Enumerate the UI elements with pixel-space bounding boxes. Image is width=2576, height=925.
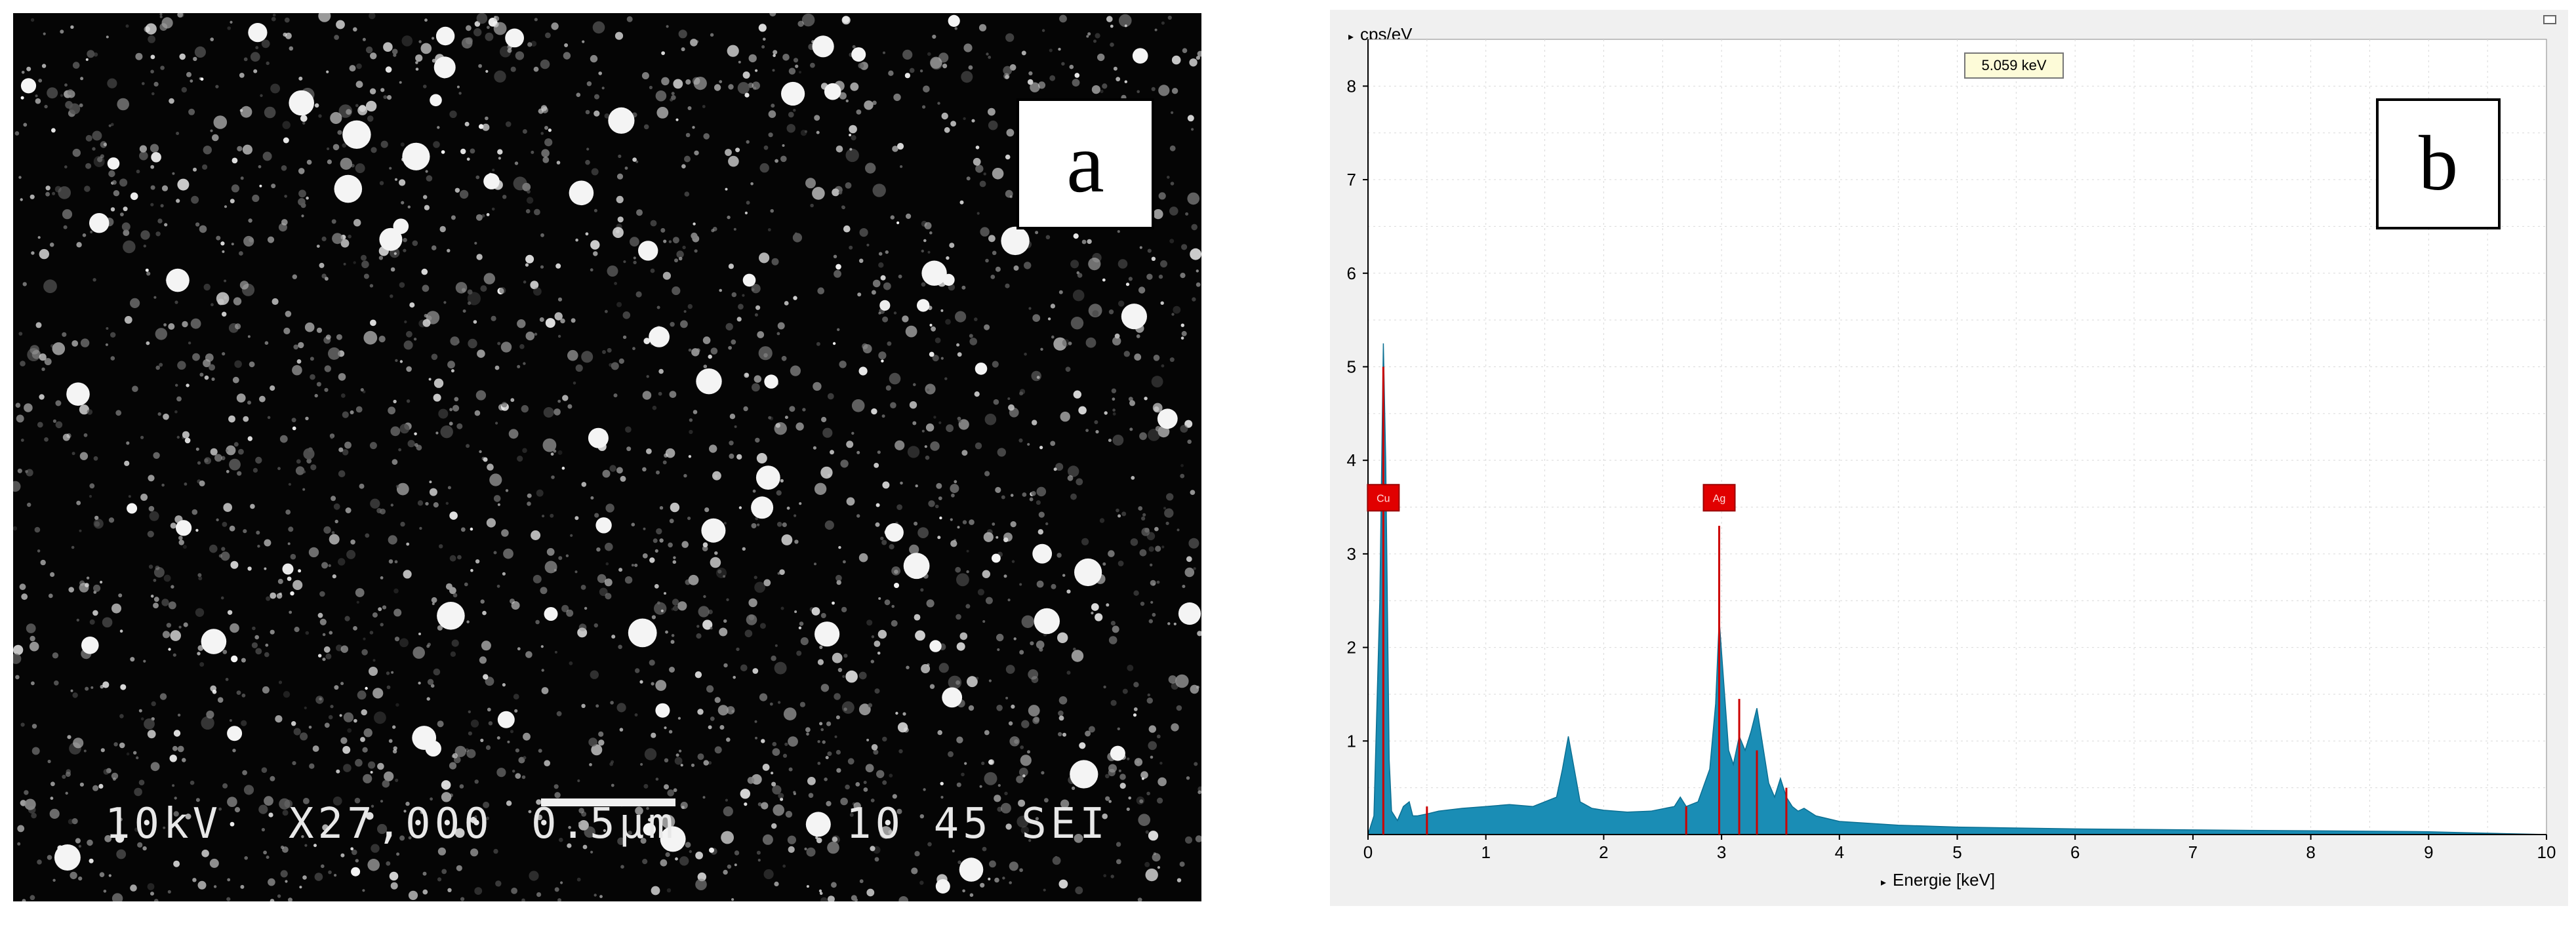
y-tick-label: 3 — [1347, 544, 1356, 564]
y-tick-label: 1 — [1347, 731, 1356, 751]
peak-marker-ag: Ag — [1702, 484, 1736, 512]
sem-magnification: X27,000 — [289, 800, 493, 848]
sem-micrograph — [13, 13, 1201, 901]
sem-image-panel: a 10kV X27,000 0.5μm 10 45 SEI — [13, 13, 1201, 901]
sem-particles — [13, 13, 1201, 901]
x-tick-label: 7 — [2188, 842, 2198, 862]
plot-area — [1367, 39, 2547, 835]
y-tick-label: 6 — [1347, 264, 1356, 283]
x-tick-label: 8 — [2306, 842, 2315, 862]
sem-info-bar: 10kV X27,000 0.5μm 10 45 SEI — [13, 800, 1201, 865]
sem-code: 10 45 SEI — [846, 800, 1109, 848]
x-tick-label: 6 — [2070, 842, 2080, 862]
eds-spectrum-window: ▸ cps/eV ▸ Energie [keV] 0 1 2 3 4 5 6 7 8 9 10 1 2 3 4 5… — [1330, 10, 2568, 906]
panel-label-b: b — [2376, 98, 2501, 229]
scale-bar — [541, 798, 675, 806]
peak-marker-label: Ag — [1713, 493, 1726, 504]
cursor-readout-text: 5.059 keV — [1981, 57, 2046, 73]
x-tick-label: 10 — [2537, 842, 2556, 862]
x-tick-label: 2 — [1599, 842, 1608, 862]
y-tick-label: 5 — [1347, 357, 1356, 376]
x-tick-label: 1 — [1481, 842, 1490, 862]
y-tick-label: 7 — [1347, 170, 1356, 189]
eds-chart: 0 1 2 3 4 5 6 7 8 9 10 1 2 3 4 5 6 7 8 Cu Ag 5.059 keV — [1347, 39, 2556, 862]
x-axis-title: ▸ Energie [keV] — [1881, 870, 1996, 890]
panel-label-a: a — [1016, 98, 1154, 229]
peak-marker-cu: Cu — [1367, 484, 1400, 512]
sem-scale-text: 0.5μm — [531, 800, 677, 848]
peak-marker-label: Cu — [1377, 493, 1390, 504]
y-tick-label: 4 — [1347, 450, 1356, 470]
y-tick-label: 8 — [1347, 76, 1356, 96]
x-tick-label: 4 — [1835, 842, 1844, 862]
expand-triangle-icon[interactable]: ▸ — [1881, 877, 1887, 888]
y-tick-label: 2 — [1347, 638, 1356, 658]
spectrum-area — [1367, 343, 2547, 835]
x-tick-label: 9 — [2424, 842, 2433, 862]
expand-triangle-icon[interactable]: ▸ — [1348, 31, 1354, 43]
sem-voltage: 10kV — [105, 800, 222, 848]
x-tick-label: 5 — [1952, 842, 1962, 862]
x-tick-label: 0 — [1363, 842, 1373, 862]
cursor-readout: 5.059 keV — [1964, 52, 2064, 79]
x-tick-label: 3 — [1717, 842, 1726, 862]
window-maximize-icon[interactable] — [2543, 15, 2556, 24]
